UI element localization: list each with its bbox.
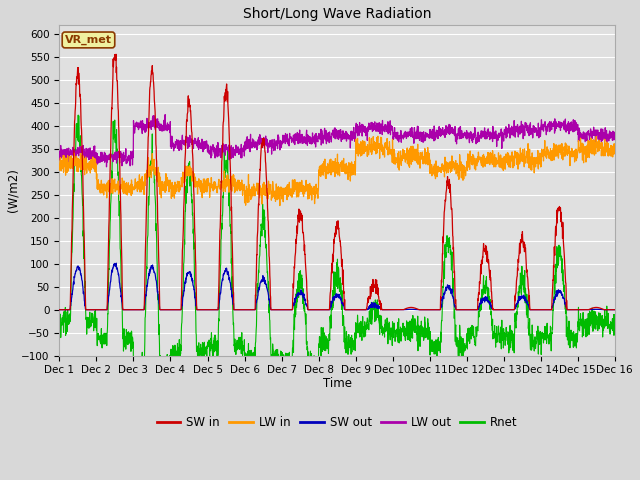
Y-axis label: (W/m2): (W/m2) (7, 168, 20, 212)
X-axis label: Time: Time (323, 377, 351, 390)
Legend: SW in, LW in, SW out, LW out, Rnet: SW in, LW in, SW out, LW out, Rnet (152, 411, 522, 433)
Text: VR_met: VR_met (65, 35, 112, 45)
Title: Short/Long Wave Radiation: Short/Long Wave Radiation (243, 7, 431, 21)
